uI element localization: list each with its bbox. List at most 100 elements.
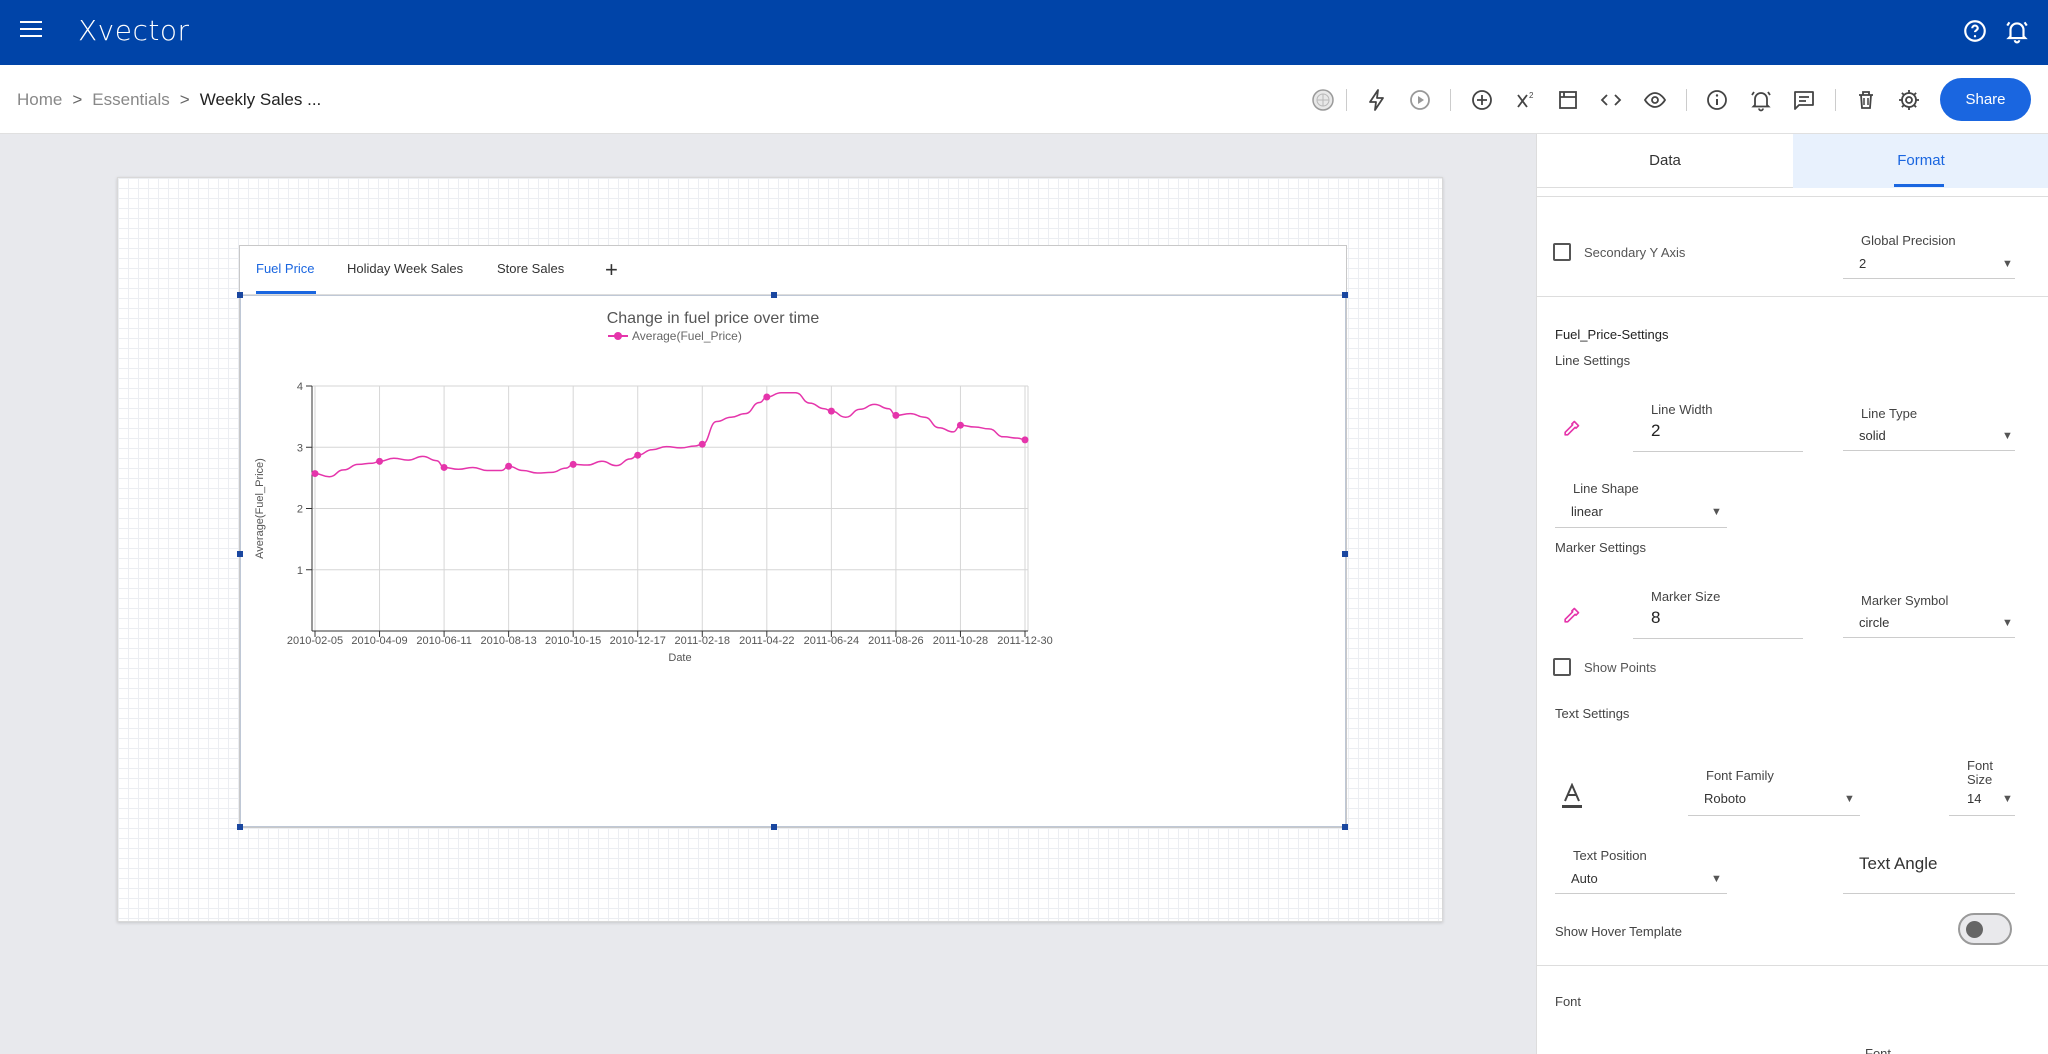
chevron-down-icon[interactable]: ▼: [2002, 617, 2013, 629]
x-tick-label: 2011-06-24: [804, 635, 859, 647]
chevron-down-icon[interactable]: ▼: [1844, 793, 1855, 805]
chart-title: Change in fuel price over time: [607, 310, 820, 327]
data-point: [634, 451, 642, 459]
breadcrumb-essentials[interactable]: Essentials: [92, 90, 170, 109]
x-tick-label: 2010-02-05: [287, 635, 343, 647]
chevron-down-icon[interactable]: ▼: [2002, 430, 2013, 442]
text-settings-title: Text Settings: [1555, 706, 1630, 721]
save-layout-icon[interactable]: [1555, 87, 1581, 113]
eyedropper-icon[interactable]: [1561, 606, 1581, 631]
secondary-y-axis-checkbox[interactable]: [1553, 243, 1571, 261]
font-family-select[interactable]: Roboto: [1704, 791, 1746, 806]
font-size-label: Font: [1967, 758, 1994, 773]
lightning-icon[interactable]: [1364, 87, 1390, 113]
resize-handle[interactable]: [771, 824, 777, 830]
app-logo[interactable]: Xvector: [78, 14, 190, 47]
marker-symbol-select[interactable]: circle: [1859, 615, 1890, 630]
line-settings-title: Line Settings: [1555, 353, 1631, 368]
data-point: [763, 393, 771, 401]
legend-label: Average(Fuel_Price): [632, 329, 742, 343]
active-tab-indicator: [1894, 184, 1944, 187]
eye-icon[interactable]: [1642, 87, 1668, 113]
marker-size-input[interactable]: 8: [1651, 608, 1661, 627]
eyedropper-icon[interactable]: [1561, 419, 1581, 444]
resize-handle[interactable]: [1342, 824, 1348, 830]
chevron-down-icon[interactable]: ▼: [2002, 793, 2013, 805]
x-tick-label: 2010-10-15: [545, 635, 601, 647]
chart-area[interactable]: Change in fuel price over time Average(Fu…: [240, 295, 1346, 827]
chevron-down-icon[interactable]: ▼: [1711, 873, 1722, 885]
font-size-select[interactable]: 14: [1967, 791, 1982, 806]
line-shape-label: Line Shape: [1573, 481, 1639, 496]
resize-handle[interactable]: [1342, 551, 1348, 557]
font-partial-label: Font: [1865, 1046, 1892, 1054]
share-button[interactable]: Share: [1940, 78, 2031, 121]
marker-settings-title: Marker Settings: [1555, 540, 1647, 555]
globe-icon[interactable]: [1310, 87, 1336, 113]
comment-icon[interactable]: [1791, 87, 1817, 113]
y-tick-label: 3: [297, 442, 303, 454]
resize-handle[interactable]: [237, 551, 243, 557]
data-point: [440, 463, 448, 471]
font-size-label: Size: [1967, 772, 1993, 787]
notifications-icon[interactable]: [2004, 18, 2030, 44]
secondary-y-axis-label: Secondary Y Axis: [1584, 245, 1686, 260]
resize-handle[interactable]: [1342, 292, 1348, 298]
add-circle-icon[interactable]: [1469, 87, 1495, 113]
x-tick-label: 2010-04-09: [351, 635, 407, 647]
code-icon[interactable]: [1598, 87, 1624, 113]
x-tick-label: 2010-08-13: [480, 635, 536, 647]
show-points-label: Show Points: [1584, 660, 1657, 675]
data-point: [827, 407, 835, 415]
legend-marker: [614, 332, 622, 340]
resize-handle[interactable]: [771, 292, 777, 298]
text-position-select[interactable]: Auto: [1571, 871, 1598, 886]
text-color-icon[interactable]: [1561, 782, 1583, 816]
breadcrumb-separator: >: [72, 90, 83, 109]
global-precision-select[interactable]: 2: [1859, 256, 1867, 271]
help-icon[interactable]: [1962, 18, 1988, 44]
breadcrumb: Home > Essentials > Weekly Sales ...: [17, 90, 321, 110]
line-type-label: Line Type: [1861, 406, 1918, 421]
show-hover-template-toggle[interactable]: [1958, 913, 2012, 945]
chart-widget[interactable]: Fuel Price Holiday Week Sales Store Sale…: [239, 245, 1347, 828]
chevron-down-icon[interactable]: ▼: [1711, 506, 1722, 518]
add-tab-icon[interactable]: +: [605, 257, 618, 282]
settings-icon[interactable]: [1896, 87, 1922, 113]
line-shape-select[interactable]: linear: [1571, 504, 1603, 519]
play-icon[interactable]: [1407, 87, 1433, 113]
line-type-select[interactable]: solid: [1859, 428, 1886, 443]
tab-store-sales[interactable]: Store Sales: [497, 261, 565, 276]
trash-icon[interactable]: [1853, 87, 1879, 113]
svg-text:2: 2: [1529, 91, 1534, 100]
marker-size-label: Marker Size: [1651, 589, 1721, 604]
superscript-icon[interactable]: 2: [1513, 87, 1539, 113]
alert-icon[interactable]: [1748, 87, 1774, 113]
resize-handle[interactable]: [237, 824, 243, 830]
data-point: [376, 457, 384, 465]
x-tick-label: 2010-06-11: [416, 635, 471, 647]
data-point: [698, 440, 706, 448]
line-width-input[interactable]: 2: [1651, 421, 1661, 440]
tab-data[interactable]: Data: [1649, 152, 1681, 169]
x-tick-label: 2011-08-26: [868, 635, 923, 647]
breadcrumb-home[interactable]: Home: [17, 90, 63, 109]
x-tick-label: 2011-12-30: [997, 635, 1052, 647]
tab-format[interactable]: Format: [1793, 134, 2048, 188]
toolbar: Home > Essentials > Weekly Sales ... 2: [0, 65, 2048, 134]
text-angle-input[interactable]: Text Angle: [1859, 854, 1938, 873]
x-tick-label: 2011-10-28: [933, 635, 988, 647]
line-chart: Change in fuel price over time Average(Fu…: [254, 310, 1053, 664]
resize-handle[interactable]: [237, 292, 243, 298]
x-tick-label: 2011-02-18: [675, 635, 730, 647]
data-point: [569, 460, 577, 468]
text-position-label: Text Position: [1573, 848, 1647, 863]
widget-tabs: Fuel Price Holiday Week Sales Store Sale…: [240, 246, 1346, 295]
menu-icon[interactable]: [20, 21, 42, 39]
tab-fuel-price[interactable]: Fuel Price: [256, 261, 315, 276]
tab-holiday-week-sales[interactable]: Holiday Week Sales: [347, 261, 464, 276]
x-axis-label: Date: [668, 652, 691, 664]
show-points-checkbox[interactable]: [1553, 658, 1571, 676]
info-icon[interactable]: [1704, 87, 1730, 113]
chevron-down-icon[interactable]: ▼: [2002, 258, 2013, 270]
